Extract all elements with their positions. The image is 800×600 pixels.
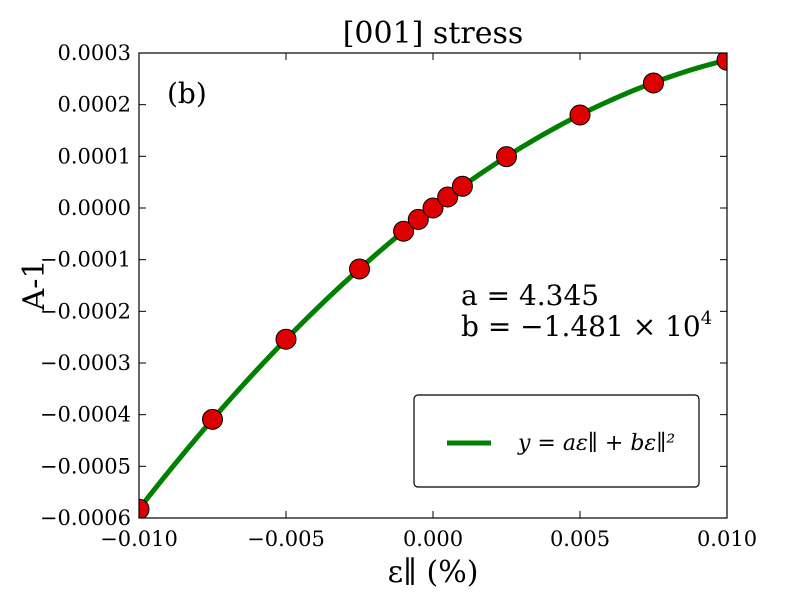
legend-label: y = aε∥ + bε∥² bbox=[517, 431, 675, 456]
data-point bbox=[275, 328, 297, 350]
y-axis-label: A-1 bbox=[17, 260, 52, 312]
legend-box bbox=[413, 394, 700, 488]
y-tick-label: −0.0004 bbox=[40, 403, 131, 427]
y-tick-label: −0.0002 bbox=[40, 299, 131, 323]
data-point bbox=[139, 498, 150, 518]
x-tick-label: −0.005 bbox=[247, 527, 325, 551]
data-point bbox=[716, 53, 727, 71]
y-tick-label: 0.0002 bbox=[58, 93, 131, 117]
x-tick-label: 0.000 bbox=[403, 527, 463, 551]
x-tick-label: 0.010 bbox=[697, 527, 757, 551]
x-tick-label: −0.010 bbox=[100, 527, 178, 551]
data-point bbox=[451, 175, 473, 197]
data-point bbox=[422, 197, 444, 219]
data-point bbox=[349, 258, 370, 280]
annotation-b: b = −1.481 × 104 bbox=[461, 308, 712, 343]
y-tick-label: 0.0003 bbox=[58, 41, 131, 65]
x-axis-label: ε∥ (%) bbox=[388, 555, 479, 590]
data-point bbox=[407, 208, 429, 230]
data-point bbox=[437, 186, 459, 208]
panel-label: (b) bbox=[167, 77, 207, 110]
chart-title: [001] stress bbox=[343, 16, 524, 51]
data-point bbox=[393, 220, 415, 242]
y-tick-label: −0.0005 bbox=[40, 454, 131, 478]
annotation-a: a = 4.345 bbox=[461, 279, 599, 312]
data-point bbox=[496, 146, 517, 168]
data-point bbox=[643, 72, 664, 94]
y-tick-label: −0.0003 bbox=[40, 351, 131, 375]
x-tick-label: 0.005 bbox=[550, 527, 610, 551]
annotation-b-base: b = −1.481 × 10 bbox=[461, 310, 701, 343]
y-tick-label: −0.0006 bbox=[40, 506, 131, 530]
y-tick-label: 0.0001 bbox=[58, 144, 131, 168]
data-point bbox=[202, 408, 223, 430]
legend: y = aε∥ + bε∥² bbox=[413, 394, 700, 488]
y-tick-label: −0.0001 bbox=[40, 248, 131, 272]
annotation-b-exponent: 4 bbox=[701, 308, 712, 329]
data-point bbox=[569, 104, 591, 126]
y-tick-label: 0.0000 bbox=[58, 196, 131, 220]
